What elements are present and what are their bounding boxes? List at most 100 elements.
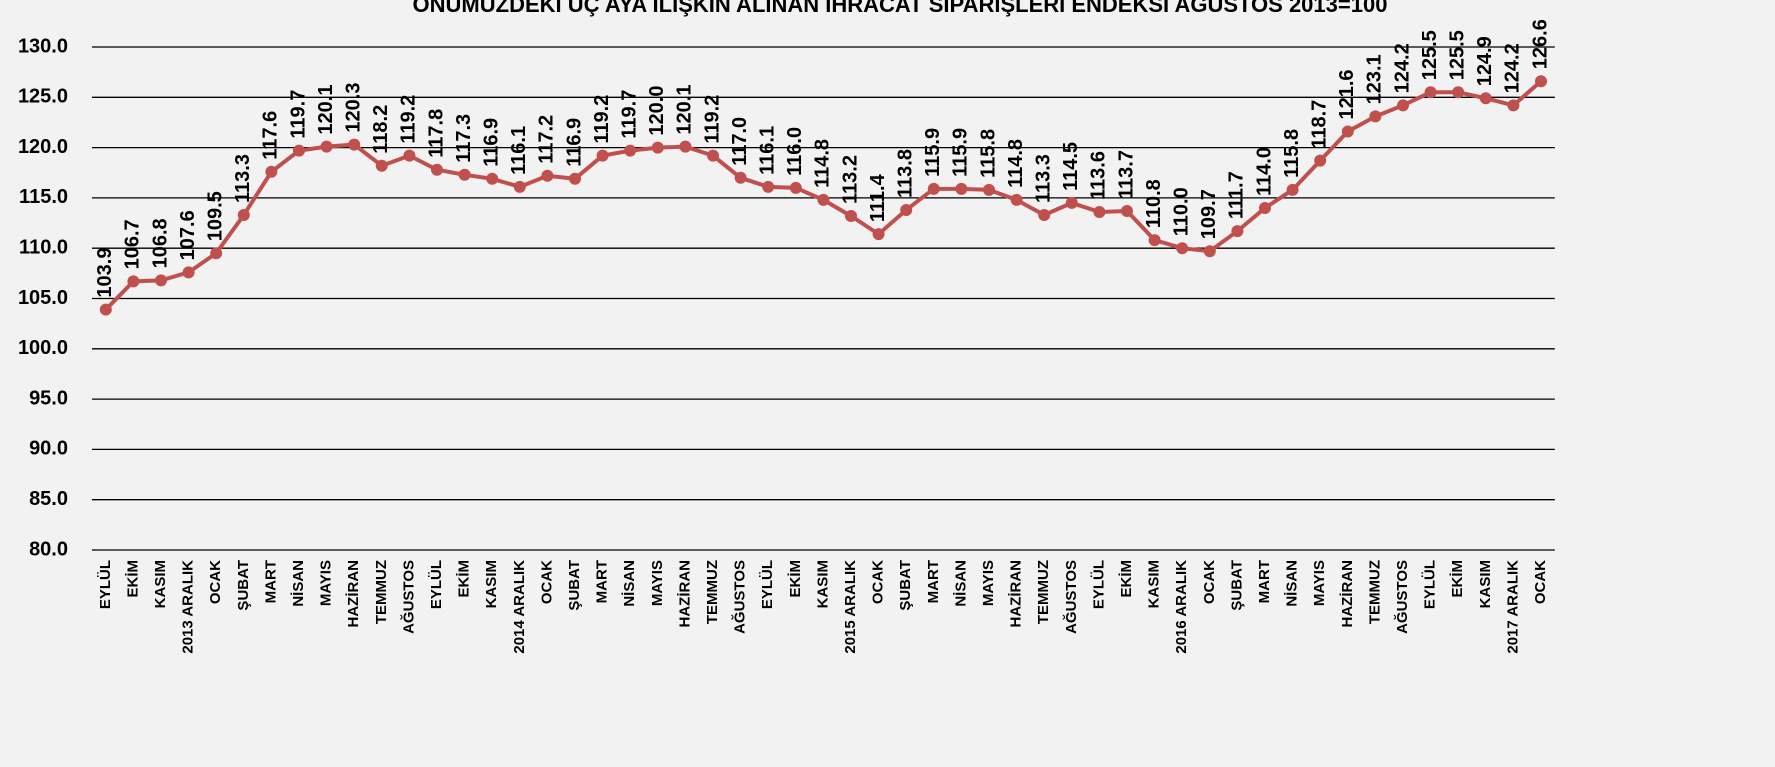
marker xyxy=(983,183,995,196)
marker xyxy=(1038,209,1051,222)
value-label: 120.3 xyxy=(342,83,364,133)
x-tick-label: MAYIS xyxy=(1311,560,1328,606)
x-tick-label: 2013 ARALIK xyxy=(180,560,197,654)
value-label: 116.1 xyxy=(508,126,530,175)
marker xyxy=(596,149,609,162)
marker xyxy=(817,193,830,206)
value-label: 114.5 xyxy=(1060,142,1082,191)
marker xyxy=(1231,225,1244,238)
value-label: 117.6 xyxy=(260,111,282,160)
value-label: 113.8 xyxy=(894,149,916,198)
marker xyxy=(900,203,913,216)
value-label: 114.8 xyxy=(812,139,834,188)
value-label: 115.9 xyxy=(950,128,972,177)
y-tick-label: 110.0 xyxy=(19,236,68,258)
marker xyxy=(375,159,388,172)
x-tick-label: HAZİRAN xyxy=(1339,560,1356,628)
marker xyxy=(1176,242,1189,255)
marker xyxy=(1286,183,1299,196)
x-tick-label: 2015 ARALIK xyxy=(842,560,859,654)
value-label: 115.8 xyxy=(977,129,999,178)
x-tick-label: OCAK xyxy=(207,560,224,604)
x-tick-label: AĞUSTOS xyxy=(1393,560,1411,634)
value-label: 106.8 xyxy=(149,218,171,268)
value-label: 113.7 xyxy=(1115,150,1137,199)
value-label: 119.2 xyxy=(398,95,420,144)
x-tick-label: AĞUSTOS xyxy=(1062,560,1080,634)
value-label: 123.1 xyxy=(1364,54,1386,104)
marker xyxy=(1093,205,1106,218)
value-label: 109.5 xyxy=(204,191,226,241)
value-label: 113.2 xyxy=(839,155,861,204)
value-label: 117.3 xyxy=(453,114,475,163)
value-label: 117.8 xyxy=(425,109,447,158)
x-tick-label: NİSAN xyxy=(621,560,638,607)
value-label: 117.0 xyxy=(729,117,751,166)
marker xyxy=(348,138,361,151)
marker xyxy=(1535,75,1547,88)
marker xyxy=(872,228,885,241)
x-tick-label: MART xyxy=(925,560,942,603)
value-label: 107.6 xyxy=(177,210,199,260)
value-label: 119.2 xyxy=(701,95,723,144)
value-label: 116.0 xyxy=(784,127,806,176)
x-tick-label: OCAK xyxy=(870,560,887,604)
value-label: 124.2 xyxy=(1391,43,1413,93)
x-tick-label: OCAK xyxy=(538,560,555,604)
x-tick-label: HAZİRAN xyxy=(676,560,693,628)
marker xyxy=(927,182,940,195)
x-tick-label: NİSAN xyxy=(952,560,969,607)
marker xyxy=(1479,92,1492,105)
marker xyxy=(541,169,554,182)
x-tick-label: AĞUSTOS xyxy=(399,560,417,634)
x-tick-label: ŞUBAT xyxy=(235,560,252,611)
marker xyxy=(1259,201,1271,214)
x-tick-label: TEMMUZ xyxy=(704,560,721,624)
y-tick-label: 105.0 xyxy=(18,287,68,309)
value-label: 120.0 xyxy=(646,86,668,136)
value-label: 118.2 xyxy=(370,105,392,154)
x-tick-label: MART xyxy=(1256,560,1273,603)
x-tick-label: EKİM xyxy=(456,560,473,598)
x-tick-label: EKİM xyxy=(1449,560,1466,598)
marker xyxy=(762,180,775,193)
x-tick-label: EYLÜL xyxy=(1090,560,1107,609)
marker xyxy=(237,209,250,222)
marker xyxy=(1148,234,1161,247)
y-tick-label: 130.0 xyxy=(18,35,68,57)
x-tick-label: 2014 ARALIK xyxy=(511,560,528,654)
marker xyxy=(127,275,140,288)
value-label: 121.6 xyxy=(1336,69,1358,119)
marker xyxy=(1341,125,1354,138)
value-label: 117.2 xyxy=(536,115,558,164)
marker xyxy=(1010,193,1023,206)
marker xyxy=(1507,99,1520,112)
x-tick-label: KASIM xyxy=(1477,560,1494,608)
marker xyxy=(955,182,968,195)
x-tick-label: KASIM xyxy=(483,560,500,608)
marker xyxy=(182,266,195,279)
marker xyxy=(1065,196,1078,209)
x-tick-label: ŞUBAT xyxy=(1228,560,1245,611)
marker xyxy=(1121,204,1133,217)
value-label: 114.8 xyxy=(1005,139,1027,188)
marker xyxy=(679,140,692,153)
marker xyxy=(293,144,305,157)
marker xyxy=(624,144,637,157)
y-tick-label: 100.0 xyxy=(18,337,68,359)
marker xyxy=(1314,154,1327,167)
x-tick-label: KASIM xyxy=(814,560,831,608)
x-tick-label: NİSAN xyxy=(1284,560,1301,607)
x-tick-label: AĞUSTOS xyxy=(731,560,749,634)
y-tick-label: 115.0 xyxy=(19,186,68,208)
value-label: 126.6 xyxy=(1529,19,1551,69)
marker xyxy=(99,303,112,316)
x-tick-label: HAZİRAN xyxy=(345,560,362,628)
value-label: 116.9 xyxy=(563,118,585,167)
x-tick-label: EKİM xyxy=(124,560,141,598)
x-tick-label: TEMMUZ xyxy=(1366,560,1383,624)
x-tick-label: ŞUBAT xyxy=(897,560,914,611)
value-label: 106.7 xyxy=(122,219,144,269)
